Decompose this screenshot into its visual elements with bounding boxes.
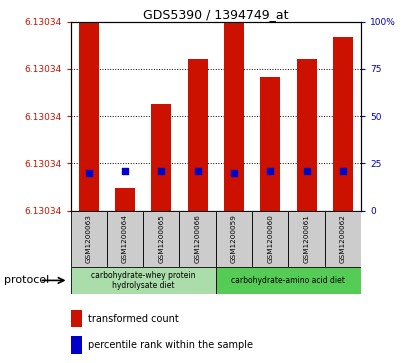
Bar: [216, 211, 252, 267]
Text: GSM1200064: GSM1200064: [122, 214, 128, 263]
Bar: [179, 211, 216, 267]
Bar: [151, 103, 171, 211]
Bar: [71, 267, 216, 294]
Text: GSM1200062: GSM1200062: [340, 214, 346, 263]
Text: GSM1200065: GSM1200065: [159, 214, 164, 263]
Point: [194, 168, 201, 174]
Bar: [79, 22, 99, 211]
Bar: [288, 211, 325, 267]
Bar: [71, 310, 82, 327]
Point: [339, 168, 346, 174]
Bar: [71, 336, 82, 354]
Bar: [325, 211, 361, 267]
Bar: [333, 37, 353, 211]
Bar: [260, 77, 280, 211]
Text: percentile rank within the sample: percentile rank within the sample: [88, 340, 253, 350]
Text: GSM1200061: GSM1200061: [304, 214, 310, 263]
Text: GSM1200063: GSM1200063: [86, 214, 92, 263]
Bar: [107, 211, 143, 267]
Text: GSM1200059: GSM1200059: [231, 214, 237, 263]
Point: [85, 170, 92, 176]
Point: [267, 168, 273, 174]
Bar: [143, 211, 179, 267]
Text: carbohydrate-amino acid diet: carbohydrate-amino acid diet: [232, 276, 345, 285]
Bar: [71, 211, 107, 267]
Text: GSM1200060: GSM1200060: [267, 214, 273, 263]
Bar: [297, 59, 317, 211]
Bar: [188, 59, 208, 211]
Text: carbohydrate-whey protein
hydrolysate diet: carbohydrate-whey protein hydrolysate di…: [91, 271, 195, 290]
Text: protocol: protocol: [4, 275, 49, 285]
Text: transformed count: transformed count: [88, 314, 179, 324]
Point: [231, 170, 237, 176]
Point: [122, 168, 128, 174]
Bar: [115, 188, 135, 211]
Bar: [224, 22, 244, 211]
Title: GDS5390 / 1394749_at: GDS5390 / 1394749_at: [143, 8, 288, 21]
Text: GSM1200066: GSM1200066: [195, 214, 200, 263]
Bar: [216, 267, 361, 294]
Point: [158, 168, 165, 174]
Bar: [252, 211, 288, 267]
Point: [303, 168, 310, 174]
